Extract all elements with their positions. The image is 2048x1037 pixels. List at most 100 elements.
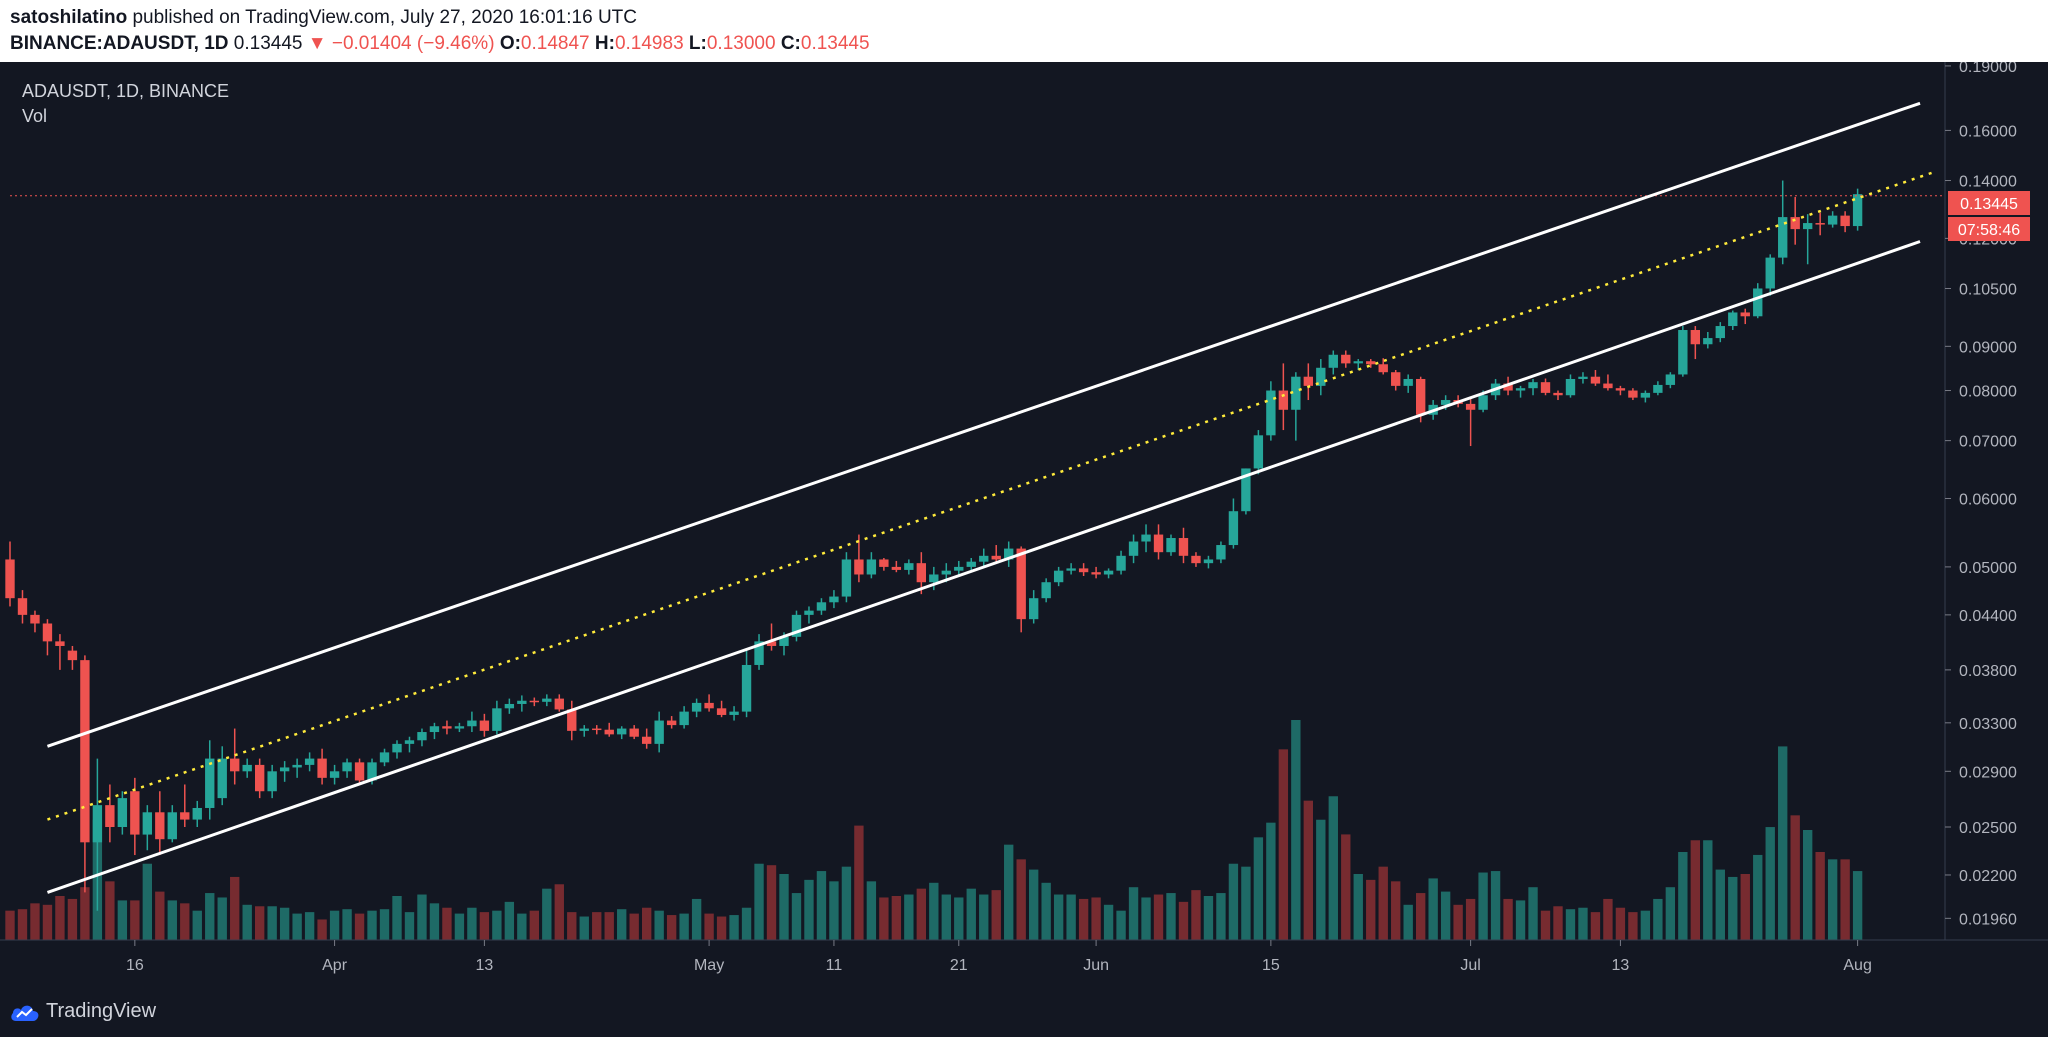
volume-bar bbox=[130, 900, 140, 940]
close-value: 0.13445 bbox=[800, 33, 870, 54]
price-chart[interactable]: 0.190000.160000.140000.120000.105000.090… bbox=[0, 59, 2048, 980]
candle-body bbox=[904, 563, 914, 570]
volume-bar bbox=[17, 909, 28, 940]
volume-bar bbox=[5, 910, 15, 940]
candle-body bbox=[666, 720, 677, 726]
candle-body bbox=[529, 700, 540, 703]
volume-bar bbox=[467, 907, 477, 940]
volume-bar bbox=[30, 903, 40, 940]
volume-bar bbox=[741, 907, 752, 940]
volume-bar bbox=[279, 907, 290, 940]
volume-bar bbox=[1640, 910, 1651, 940]
candle-body bbox=[279, 767, 290, 772]
candle-body bbox=[5, 559, 15, 599]
volume-bar bbox=[1615, 907, 1626, 940]
volume-bar bbox=[567, 912, 577, 940]
volume-bar bbox=[404, 912, 415, 940]
candle-body bbox=[1103, 570, 1114, 575]
volume-bar bbox=[167, 900, 177, 940]
countdown-badge-bg bbox=[1948, 217, 2030, 241]
author-name[interactable]: satoshilatino bbox=[10, 7, 128, 28]
high-value: 0.14983 bbox=[614, 33, 684, 54]
candle-body bbox=[879, 559, 889, 567]
volume-bar bbox=[854, 825, 864, 940]
candle-body bbox=[1603, 383, 1613, 389]
candle-body bbox=[1840, 215, 1850, 227]
price-tick-label: 0.03800 bbox=[1959, 663, 2017, 680]
volume-bar bbox=[80, 887, 90, 940]
countdown-badge-text: 07:58:46 bbox=[1958, 222, 2020, 239]
candle-body bbox=[1628, 390, 1638, 398]
volume-bar bbox=[729, 915, 739, 940]
volume-bar bbox=[1465, 898, 1476, 940]
candle-body bbox=[704, 702, 714, 709]
volume-bar bbox=[292, 913, 302, 940]
candle-body bbox=[180, 812, 190, 820]
volume-bar bbox=[230, 876, 240, 940]
candle-body bbox=[1553, 392, 1563, 396]
volume-bar bbox=[1403, 904, 1413, 940]
volume-bar bbox=[442, 907, 452, 940]
volume-bar bbox=[1103, 904, 1114, 940]
high-label: H: bbox=[594, 33, 615, 54]
volume-bar bbox=[529, 910, 540, 940]
drawings bbox=[10, 101, 1945, 894]
candle-body bbox=[1004, 548, 1014, 560]
price-tick-label: 0.01960 bbox=[1959, 911, 2017, 928]
tradingview-logo[interactable]: TradingView bbox=[10, 1000, 156, 1023]
candle-body bbox=[292, 764, 302, 768]
candle-body bbox=[379, 752, 390, 763]
price-change: ▼ −0.01404 (−9.46%) bbox=[307, 33, 495, 54]
candle-body bbox=[1665, 374, 1676, 385]
volume-bar bbox=[67, 898, 78, 940]
candle-body bbox=[342, 762, 352, 772]
candle-body bbox=[1291, 376, 1301, 410]
volume-bar bbox=[791, 893, 802, 940]
price-tick-label: 0.05000 bbox=[1959, 560, 2017, 577]
volume-bar bbox=[417, 894, 427, 940]
volume-bar bbox=[929, 882, 939, 940]
candle-body bbox=[567, 709, 577, 731]
candle-body bbox=[766, 641, 777, 646]
volume-bar bbox=[1216, 893, 1226, 940]
volume-bar bbox=[392, 896, 402, 940]
ohlc-line: BINANCE:ADAUSDT, 1D 0.13445 ▼ −0.01404 (… bbox=[10, 33, 870, 55]
volume-bar bbox=[1665, 887, 1676, 940]
symbol-label: BINANCE:ADAUSDT, 1D bbox=[10, 33, 229, 54]
low-label: L: bbox=[688, 33, 707, 54]
open-label: O: bbox=[499, 33, 521, 54]
volume-bar bbox=[1328, 796, 1338, 940]
candle-body bbox=[304, 758, 315, 765]
volume-bar bbox=[1802, 830, 1813, 940]
candle-body bbox=[679, 711, 689, 726]
volume-bar bbox=[142, 863, 153, 940]
chart-area[interactable]: 0.190000.160000.140000.120000.105000.090… bbox=[0, 59, 2048, 980]
candle-body bbox=[105, 805, 115, 828]
time-tick-label: Aug bbox=[1843, 957, 1871, 974]
price-tick-label: 0.09000 bbox=[1959, 339, 2017, 356]
volume-bar bbox=[1815, 852, 1825, 940]
time-tick-label: 15 bbox=[1262, 957, 1280, 974]
volume-bar bbox=[1590, 912, 1601, 940]
candle-body bbox=[1191, 555, 1201, 564]
volume-bar bbox=[1366, 879, 1376, 940]
volume-bar bbox=[1753, 854, 1763, 940]
price-tick-label: 0.10500 bbox=[1959, 281, 2017, 298]
volume-bar bbox=[517, 913, 527, 940]
candle-body bbox=[1216, 545, 1226, 560]
candle-body bbox=[92, 805, 103, 843]
volume-bar bbox=[1191, 890, 1201, 940]
price-badge-text: 0.13445 bbox=[1960, 196, 2018, 213]
candle-body bbox=[1653, 384, 1663, 393]
legend-title: ADAUSDT, 1D, BINANCE bbox=[22, 81, 229, 101]
volume-bar bbox=[991, 890, 1001, 940]
candle-body bbox=[1827, 215, 1838, 225]
candle-body bbox=[1353, 361, 1363, 364]
volume-bar bbox=[1728, 876, 1738, 940]
volume-bar bbox=[1041, 882, 1051, 940]
volume-bar bbox=[841, 866, 852, 940]
volume-bar bbox=[1528, 887, 1538, 940]
volume-bar bbox=[1490, 871, 1501, 940]
candle-body bbox=[1528, 382, 1538, 389]
price-tick-label: 0.02200 bbox=[1959, 868, 2017, 885]
